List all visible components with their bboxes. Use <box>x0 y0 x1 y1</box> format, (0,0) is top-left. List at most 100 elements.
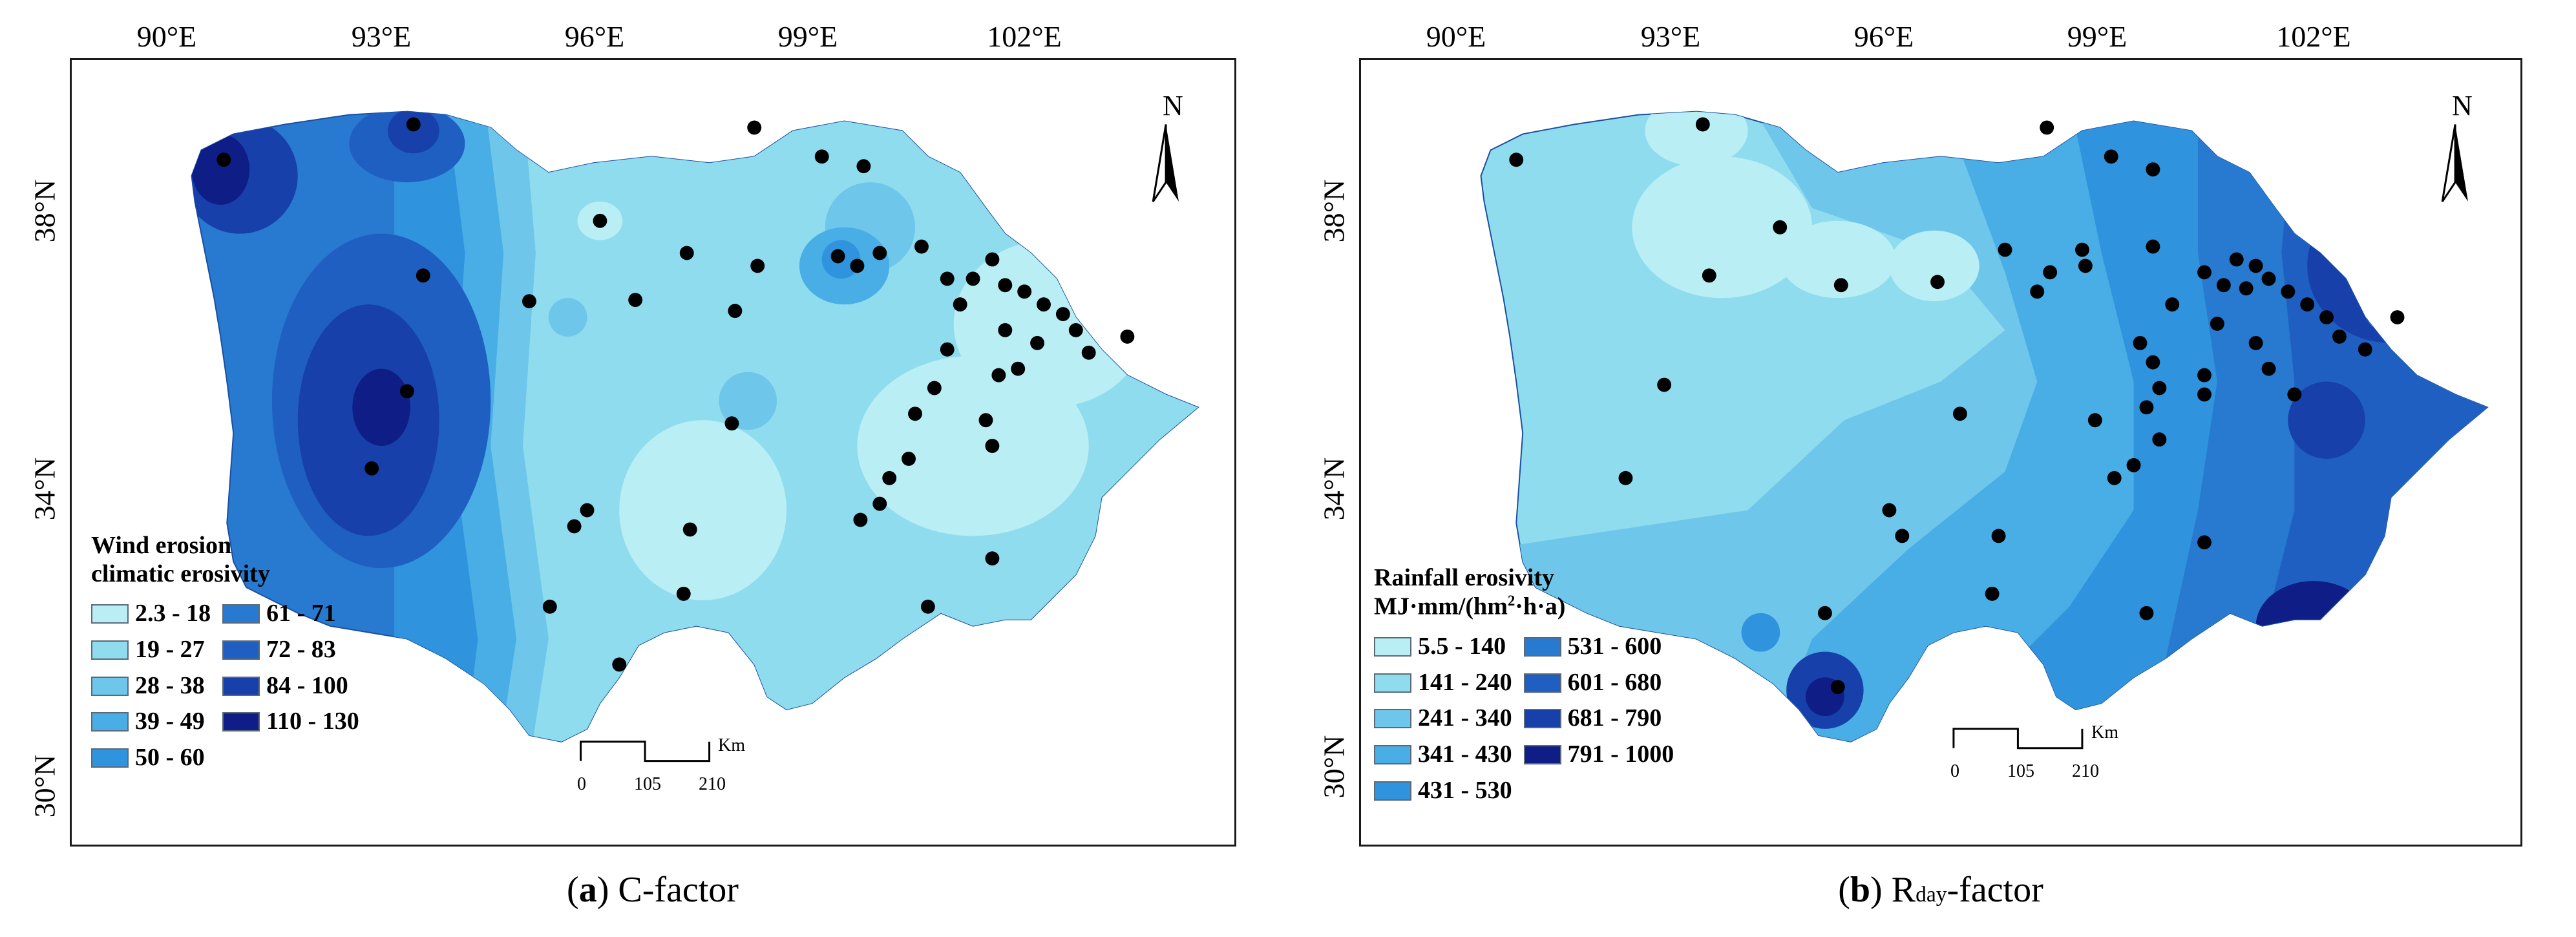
legend-swatch <box>1523 709 1561 729</box>
caption-a-letter: a <box>578 870 597 910</box>
legend-swatch <box>222 676 260 696</box>
lon-tick-102: 102°E <box>987 20 1062 53</box>
legend-label: 791 - 1000 <box>1567 741 1674 768</box>
legend-swatch <box>222 712 260 732</box>
legend-swatch <box>1523 637 1561 657</box>
legend-label: 431 - 530 <box>1418 776 1512 804</box>
legend-unit-post: ·h·a) <box>1515 593 1566 620</box>
legend-title-line1: Wind erosion <box>91 532 232 559</box>
legend-swatch <box>91 712 129 732</box>
legend-item: 681 - 790 <box>1523 704 1674 733</box>
lat-tick-30: 30°N <box>1317 735 1351 799</box>
legend-swatch <box>1374 673 1411 693</box>
lat-tick-34: 34°N <box>1317 457 1351 521</box>
scale-label-0: 0 <box>577 774 586 794</box>
caption-a-text: C-factor <box>609 870 739 910</box>
caption-b-post: -factor <box>1947 870 2043 910</box>
north-label: N <box>1163 90 1183 121</box>
lon-tick-96: 96°E <box>1853 20 1914 53</box>
legend-unit: MJ·mm/(hm2·h·a) <box>1374 593 1674 621</box>
lon-tick-96: 96°E <box>564 20 625 53</box>
caption-b: (b) Rday-factor <box>1838 870 2043 910</box>
legend-label: 141 - 240 <box>1418 668 1512 696</box>
caption-b-r: R <box>1882 870 1916 910</box>
legend-item: 39 - 49 <box>91 708 211 736</box>
legend-item: 84 - 100 <box>222 672 359 700</box>
legend-item: 431 - 530 <box>1374 777 1512 805</box>
lon-tick-99: 99°E <box>2067 20 2127 53</box>
legend-swatch <box>1374 709 1411 729</box>
scale-unit: Km <box>718 735 745 755</box>
scale-label-105: 105 <box>634 774 661 794</box>
legend-label: 19 - 27 <box>135 636 205 664</box>
legend-label: 5.5 - 140 <box>1418 633 1506 660</box>
lon-tick-93: 93°E <box>1640 20 1701 53</box>
legend-label: 681 - 790 <box>1567 704 1662 732</box>
legend-item: 28 - 38 <box>91 672 211 700</box>
legend-item: 72 - 83 <box>222 636 359 664</box>
legend-swatch <box>91 604 129 624</box>
lon-tick-93: 93°E <box>351 20 412 53</box>
legend-label: 84 - 100 <box>266 671 348 699</box>
map-panel-c-factor: N 0 105 210 Km Wind erosion climatic ero… <box>70 58 1236 847</box>
legend-label: 601 - 680 <box>1567 668 1662 696</box>
lon-tick-90: 90°E <box>1426 20 1486 53</box>
legend-title-line1: Rainfall erosivity <box>1374 564 1555 591</box>
legend-title-line2: climatic erosivity <box>91 560 270 587</box>
lat-tick-38: 38°N <box>1317 179 1351 243</box>
scale-bar <box>580 741 711 763</box>
legend-swatch <box>1374 637 1411 657</box>
caption-b-letter: b <box>1850 870 1871 910</box>
legend-label: 61 - 71 <box>266 600 336 627</box>
legend-item: 5.5 - 140 <box>1374 633 1512 661</box>
legend-label: 341 - 430 <box>1418 741 1512 768</box>
scale-label-210: 210 <box>2072 761 2099 781</box>
stations <box>216 117 1135 672</box>
stations <box>1509 117 2405 695</box>
legend-swatch <box>222 640 260 660</box>
legend-item: 61 - 71 <box>222 600 359 628</box>
north-arrow <box>2441 124 2468 202</box>
legend-item: 341 - 430 <box>1374 741 1512 769</box>
caption-b-sub: day <box>1916 883 1947 907</box>
scale-label-105: 105 <box>2007 761 2034 781</box>
legend-swatch <box>1374 744 1411 764</box>
caption-a: (a) C-factor <box>567 870 739 910</box>
legend-item: 141 - 240 <box>1374 669 1512 697</box>
legend-unit-pre: MJ·mm/(hm <box>1374 593 1508 620</box>
legend-label: 241 - 340 <box>1418 704 1512 732</box>
legend-item: 2.3 - 18 <box>91 600 211 628</box>
legend-label: 2.3 - 18 <box>135 600 211 627</box>
legend-label: 72 - 83 <box>266 636 336 664</box>
map-panel-rday-factor: N 0 105 210 Km Rainfall erosivity MJ·mm/… <box>1359 58 2522 847</box>
legend-label: 39 - 49 <box>135 708 205 735</box>
scale-label-0: 0 <box>1950 761 1959 781</box>
legend-swatch <box>91 748 129 768</box>
lat-tick-30: 30°N <box>28 754 61 818</box>
lon-tick-99: 99°E <box>777 20 838 53</box>
legend-swatch <box>222 604 260 624</box>
legend-item: 19 - 27 <box>91 636 211 664</box>
legend-item: 531 - 600 <box>1523 633 1674 661</box>
lat-tick-34: 34°N <box>28 457 61 521</box>
legend-swatch <box>1374 781 1411 801</box>
north-arrow <box>1152 124 1179 202</box>
legend-swatch <box>91 676 129 696</box>
legend-item: 791 - 1000 <box>1523 741 1674 769</box>
legend-swatch <box>1523 673 1561 693</box>
legend-label: 531 - 600 <box>1567 633 1662 660</box>
lat-tick-38: 38°N <box>28 179 61 243</box>
legend: Wind erosion climatic erosivity 2.3 - 18… <box>91 532 359 772</box>
lon-tick-102: 102°E <box>2276 20 2351 53</box>
legend-label: 50 - 60 <box>135 744 205 772</box>
legend-label: 28 - 38 <box>135 671 205 699</box>
legend-swatch <box>91 640 129 660</box>
legend-grid: 2.3 - 18 19 - 27 28 - 38 39 - 49 50 - 60 61 -… <box>91 600 359 772</box>
legend-label: 110 - 130 <box>266 708 359 735</box>
scale-unit: Km <box>2091 722 2118 742</box>
rday-factor-map <box>1480 111 2489 750</box>
legend-item: 50 - 60 <box>91 744 211 772</box>
scale-bar <box>1952 728 2084 750</box>
lon-tick-90: 90°E <box>136 20 197 53</box>
legend-swatch <box>1523 744 1561 764</box>
